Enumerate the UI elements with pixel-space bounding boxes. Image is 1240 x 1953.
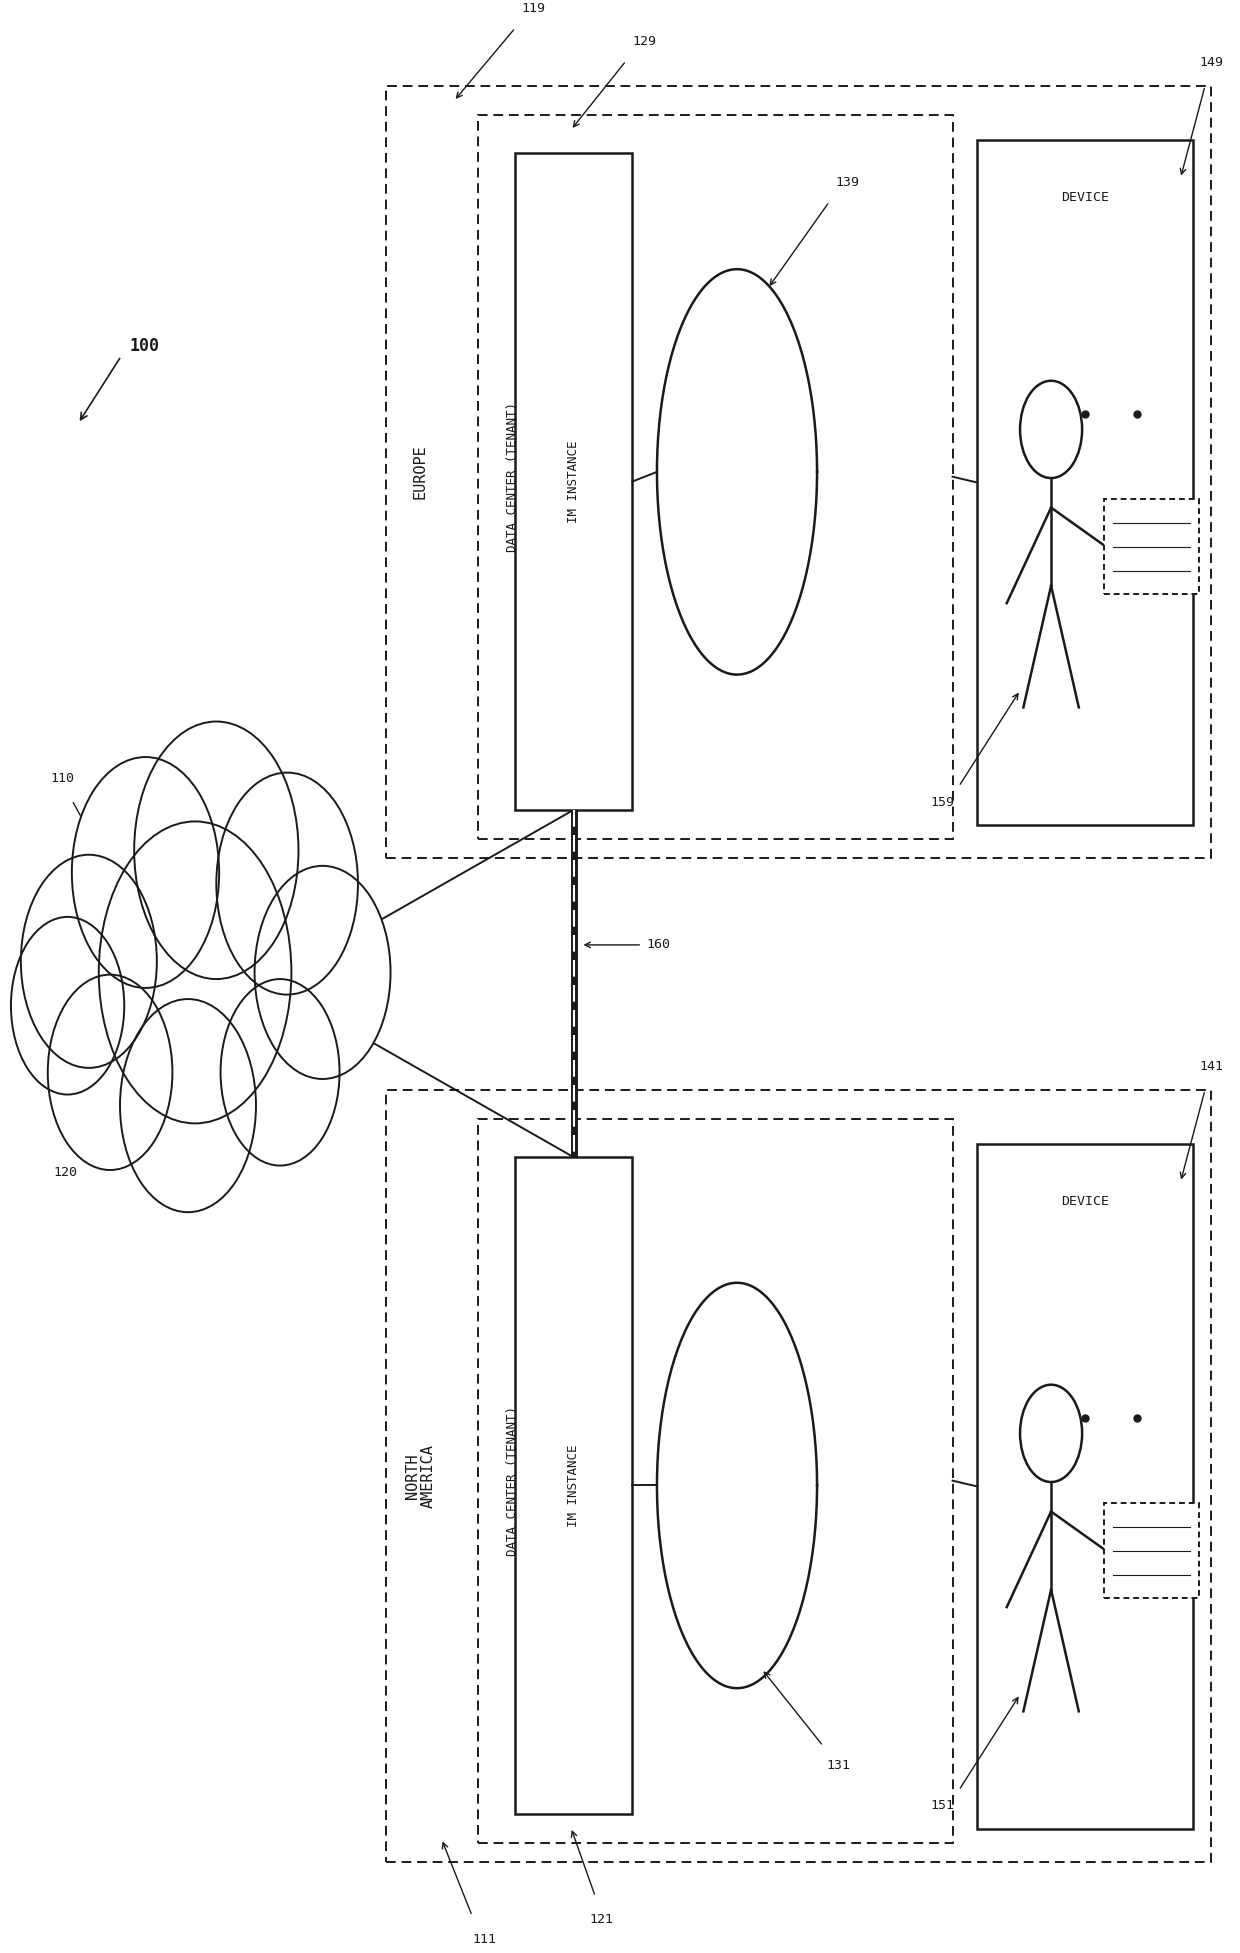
FancyBboxPatch shape [386,86,1211,857]
Text: IM INSTANCE: IM INSTANCE [568,1443,580,1527]
Text: 100: 100 [130,338,160,355]
Text: DEVICE: DEVICE [1061,1195,1109,1209]
Text: 120: 120 [53,1166,78,1180]
Circle shape [120,1000,255,1213]
Text: 131: 131 [826,1760,849,1771]
Text: 121: 121 [589,1914,614,1926]
Text: IM APPLICATION: IM APPLICATION [201,932,213,1035]
Text: DATA CENTER (TENANT): DATA CENTER (TENANT) [506,1406,520,1557]
FancyBboxPatch shape [1105,498,1199,594]
Text: 149: 149 [1199,57,1223,68]
Circle shape [134,721,299,978]
Circle shape [11,916,124,1094]
FancyBboxPatch shape [977,1144,1193,1830]
Circle shape [99,822,291,1123]
Text: DEVICE: DEVICE [1061,191,1109,205]
FancyBboxPatch shape [516,154,632,810]
Circle shape [1021,381,1083,478]
Circle shape [48,975,172,1170]
Circle shape [221,978,340,1166]
Text: 129: 129 [632,35,657,49]
Text: NORTH
AMERICA: NORTH AMERICA [405,1443,436,1508]
Circle shape [72,758,219,988]
Text: 160: 160 [646,937,670,951]
Polygon shape [657,1283,817,1687]
FancyBboxPatch shape [386,1090,1211,1861]
Text: 159: 159 [931,795,955,809]
Circle shape [1021,1385,1083,1482]
Text: DATA CENTER (TENANT): DATA CENTER (TENANT) [506,402,520,551]
Text: 110: 110 [50,771,74,785]
Text: EUROPE: EUROPE [413,445,428,500]
Text: 151: 151 [931,1799,955,1812]
Text: 111: 111 [472,1933,496,1945]
FancyBboxPatch shape [977,141,1193,826]
FancyBboxPatch shape [479,1119,952,1842]
Text: 119: 119 [522,2,546,16]
FancyBboxPatch shape [1105,1504,1199,1598]
Circle shape [216,773,358,994]
Circle shape [254,865,391,1078]
FancyBboxPatch shape [479,115,952,838]
Polygon shape [657,270,817,674]
Text: IM INSTANCE: IM INSTANCE [568,439,580,523]
FancyBboxPatch shape [516,1158,632,1814]
Text: 141: 141 [1199,1060,1223,1072]
Text: 139: 139 [836,176,859,189]
Circle shape [21,855,156,1068]
